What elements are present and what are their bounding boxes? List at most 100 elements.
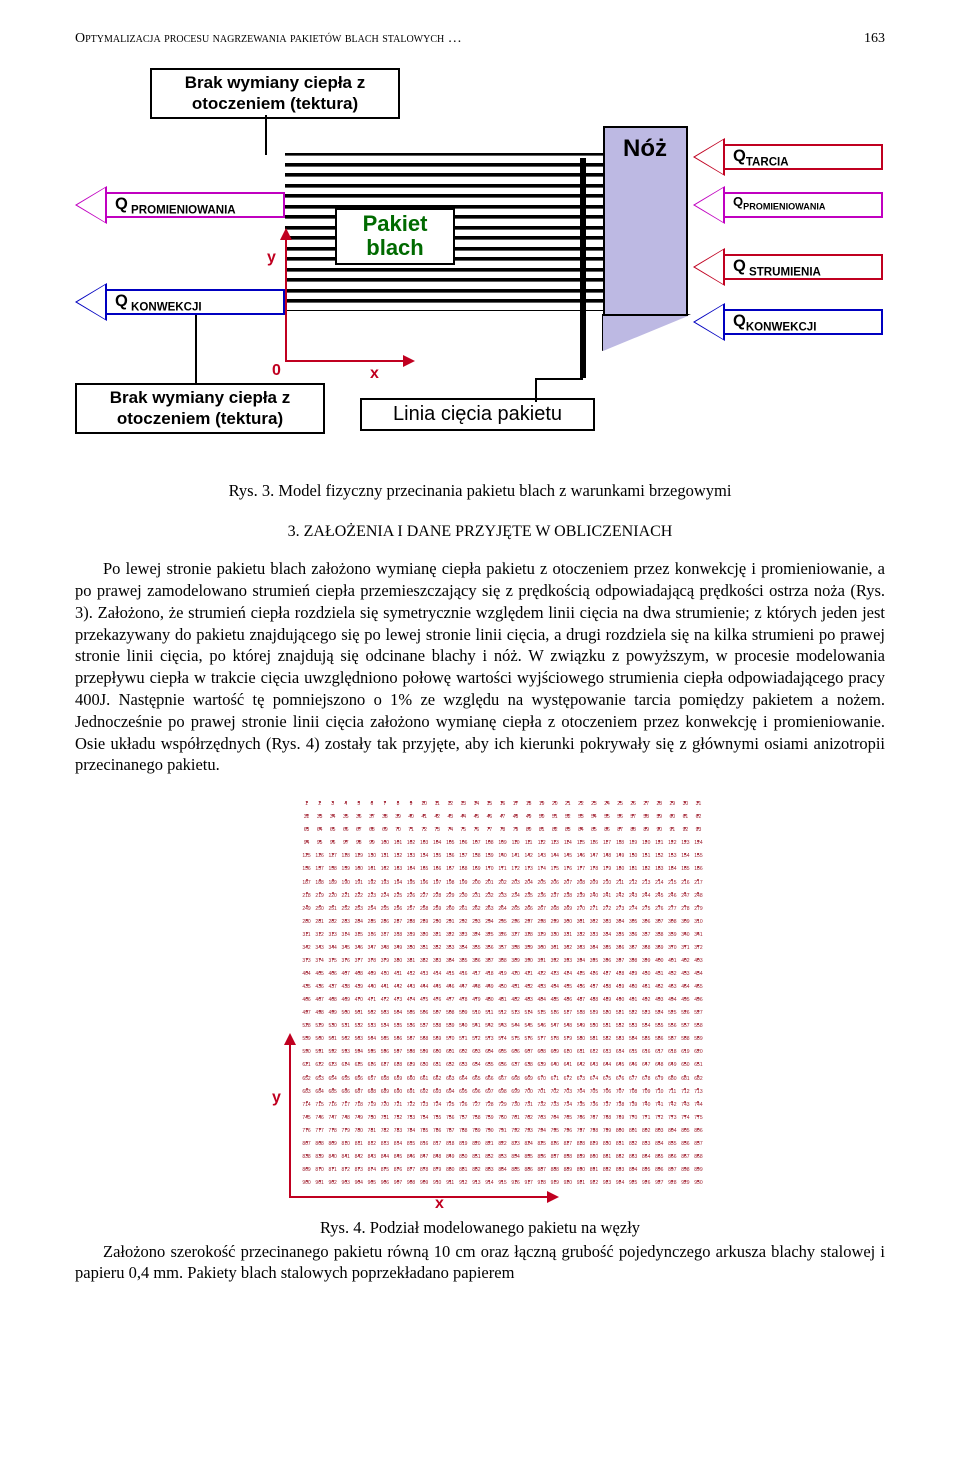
grid-node: 665 [470, 1068, 483, 1081]
grid-node: 291 [444, 912, 457, 925]
grid-node: 679 [653, 1068, 666, 1081]
grid-node: 745 [300, 1108, 313, 1121]
grid-node: 382 [418, 951, 431, 964]
grid-node: 608 [535, 1042, 548, 1055]
grid-node: 864 [640, 1147, 653, 1160]
grid-node: 850 [457, 1147, 470, 1160]
grid-node: 541 [470, 1016, 483, 1029]
grid-node: 579 [561, 1029, 574, 1042]
grid-node: 48 [509, 807, 522, 820]
grid-node: 49 [522, 807, 535, 820]
grid-node: 144 [548, 846, 561, 859]
grid-node: 323 [457, 925, 470, 938]
grid-node: 277 [666, 899, 679, 912]
grid-node: 499 [326, 1003, 339, 1016]
grid-node: 694 [444, 1082, 457, 1095]
grid-node: 15 [483, 794, 496, 807]
grid-node: 88 [627, 820, 640, 833]
grid-node: 224 [378, 886, 391, 899]
pakiet-blach-label: Pakietblach [335, 208, 455, 264]
grid-node: 437 [326, 977, 339, 990]
grid-node: 567 [405, 1029, 418, 1042]
grid-node: 551 [600, 1016, 613, 1029]
grid-node: 354 [457, 938, 470, 951]
grid-node: 161 [365, 859, 378, 872]
grid-node: 356 [483, 938, 496, 951]
grid-node: 565 [378, 1029, 391, 1042]
grid-node: 688 [365, 1082, 378, 1095]
grid-node: 634 [470, 1055, 483, 1068]
grid-node: 106 [457, 833, 470, 846]
grid-node: 480 [483, 990, 496, 1003]
grid-node: 656 [352, 1068, 365, 1081]
grid-node: 270 [574, 899, 587, 912]
grid-node: 840 [326, 1147, 339, 1160]
grid-node: 848 [431, 1147, 444, 1160]
grid-node: 309 [679, 912, 692, 925]
grid-node: 312 [313, 925, 326, 938]
grid-node: 133 [405, 846, 418, 859]
grid-node: 922 [587, 1173, 600, 1186]
grid-node: 140 [496, 846, 509, 859]
grid-node: 183 [653, 859, 666, 872]
grid-node: 245 [653, 886, 666, 899]
grid-node: 544 [509, 1016, 522, 1029]
grid-node: 194 [391, 872, 404, 885]
grid-node: 199 [457, 872, 470, 885]
grid-node: 22 [574, 794, 587, 807]
grid-node: 791 [496, 1121, 509, 1134]
grid-node: 54 [587, 807, 600, 820]
grid-node: 920 [561, 1173, 574, 1186]
grid-node: 613 [600, 1042, 613, 1055]
grid-node: 98 [352, 833, 365, 846]
grid-node: 611 [574, 1042, 587, 1055]
grid-node: 131 [378, 846, 391, 859]
grid-node: 684 [313, 1082, 326, 1095]
connector-line [265, 115, 267, 155]
grid-node: 881 [457, 1160, 470, 1173]
grid-node: 249 [300, 899, 313, 912]
grid-node: 271 [587, 899, 600, 912]
grid-node: 467 [313, 990, 326, 1003]
grid-node: 321 [431, 925, 444, 938]
grid-node: 700 [522, 1082, 535, 1095]
grid-node: 116 [587, 833, 600, 846]
grid-node: 469 [339, 990, 352, 1003]
grid-node: 858 [561, 1147, 574, 1160]
grid-node: 640 [548, 1055, 561, 1068]
grid-node: 75 [457, 820, 470, 833]
grid-node: 449 [483, 977, 496, 990]
grid-node: 252 [339, 899, 352, 912]
grid-node: 856 [535, 1147, 548, 1160]
grid-node: 772 [653, 1108, 666, 1121]
grid-node: 769 [614, 1108, 627, 1121]
grid-node: 200 [470, 872, 483, 885]
grid-node: 647 [640, 1055, 653, 1068]
grid-node: 307 [653, 912, 666, 925]
grid-node: 580 [574, 1029, 587, 1042]
grid-node: 789 [470, 1121, 483, 1134]
no-heat-exchange-top-box: Brak wymiany ciepła zotoczeniem (tektura… [150, 68, 400, 119]
grid-node: 282 [326, 912, 339, 925]
grid-node: 338 [653, 925, 666, 938]
grid-node: 30 [679, 794, 692, 807]
grid-node: 548 [561, 1016, 574, 1029]
grid-node: 633 [457, 1055, 470, 1068]
grid-node: 427 [600, 964, 613, 977]
grid-node: 713 [692, 1082, 705, 1095]
grid-node: 515 [535, 1003, 548, 1016]
grid-node: 488 [587, 990, 600, 1003]
grid-node: 595 [365, 1042, 378, 1055]
grid-node: 31 [692, 794, 705, 807]
grid-node: 896 [653, 1160, 666, 1173]
grid-node: 547 [548, 1016, 561, 1029]
grid-node: 32 [300, 807, 313, 820]
grid-node: 746 [313, 1108, 326, 1121]
grid-node: 439 [352, 977, 365, 990]
grid-node: 869 [300, 1160, 313, 1173]
grid-node: 289 [418, 912, 431, 925]
grid-node: 216 [679, 872, 692, 885]
grid-node: 1 [300, 794, 313, 807]
grid-node: 21 [561, 794, 574, 807]
grid-node: 762 [522, 1108, 535, 1121]
